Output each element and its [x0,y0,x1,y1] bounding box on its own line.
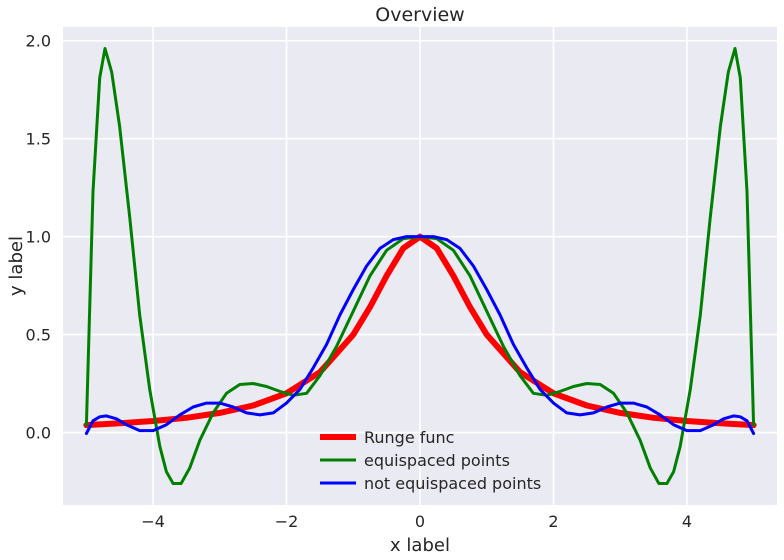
series-line-3 [84,235,756,435]
y-tick-label: 1.5 [26,130,51,149]
x-tick-label: −2 [275,512,299,531]
series-lines [83,47,757,485]
legend-label: equispaced points [364,451,510,470]
x-tick-label: 0 [415,512,425,531]
grid [63,27,777,505]
x-tick-label: 4 [682,512,692,531]
y-tick-label: 0.0 [26,424,51,443]
y-tick-label: 1.0 [26,228,51,247]
x-tick-labels: −4 −2 0 2 4 [141,512,692,531]
x-tick-label: 2 [548,512,558,531]
x-tick-label: −4 [141,512,165,531]
x-axis-title: x label [390,535,450,556]
legend: Runge func equispaced points not equispace… [320,428,541,493]
y-axis-title: y label [6,236,27,296]
y-tick-labels: 0.0 0.5 1.0 1.5 2.0 [26,32,51,443]
y-tick-label: 2.0 [26,32,51,51]
chart-title: Overview [375,4,464,26]
legend-label: not equispaced points [364,474,541,493]
legend-label: Runge func [364,428,454,447]
y-tick-label: 0.5 [26,326,51,345]
